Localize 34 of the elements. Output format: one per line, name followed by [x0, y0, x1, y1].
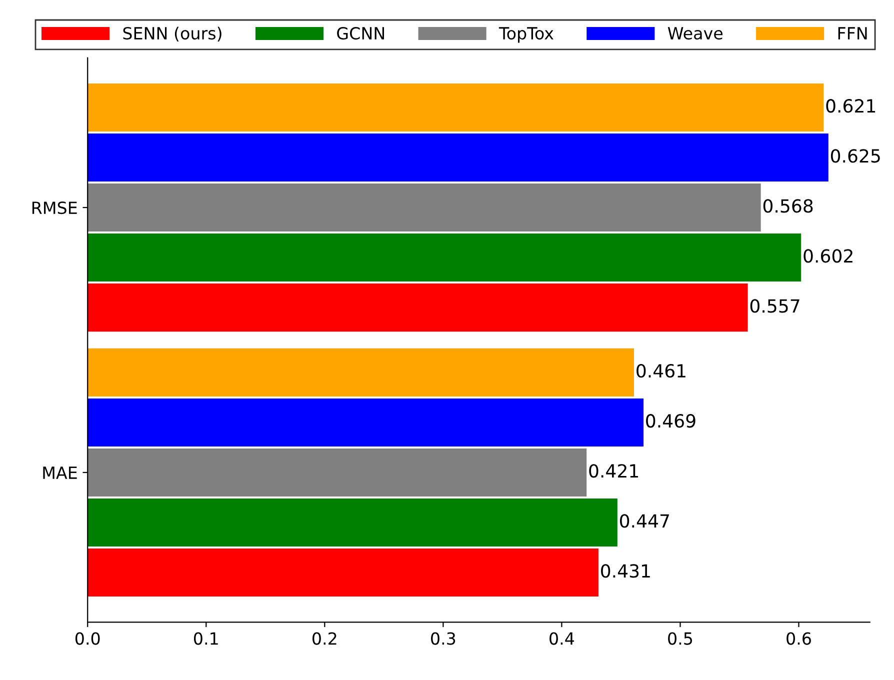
- data-label: 0.447: [620, 514, 669, 528]
- x-tick-label: 0.0: [75, 632, 100, 645]
- legend-label: Weave: [668, 27, 723, 40]
- data-label: 0.431: [601, 564, 650, 578]
- data-label: 0.625: [830, 149, 880, 163]
- bar: [88, 548, 598, 597]
- bar: [88, 498, 618, 547]
- bar: [88, 348, 634, 396]
- x-tick-label: 0.3: [431, 632, 456, 645]
- data-label: 0.621: [826, 99, 876, 113]
- bar: [88, 234, 802, 282]
- bar: [88, 398, 644, 446]
- data-label: 0.602: [804, 249, 852, 263]
- bar: [88, 448, 587, 496]
- bar: [88, 184, 761, 232]
- legend-label: SENN (ours): [123, 26, 222, 42]
- data-label: 0.461: [636, 364, 686, 378]
- x-tick-label: 0.1: [194, 632, 218, 645]
- legend-label: TopTox: [498, 27, 554, 43]
- legend-label: FFN: [838, 27, 867, 40]
- x-tick-label: 0.5: [668, 632, 692, 645]
- x-tick-label: 0.4: [550, 632, 574, 645]
- bar: [88, 284, 748, 332]
- bar: [88, 83, 824, 132]
- data-label: 0.557: [750, 299, 800, 313]
- bar: [88, 133, 828, 182]
- data-label: 0.421: [589, 464, 638, 478]
- data-label: 0.568: [763, 199, 813, 213]
- x-tick-label: 0.2: [312, 632, 336, 645]
- x-tick-label: 0.6: [786, 632, 811, 645]
- y-tick-label: MAE: [43, 466, 77, 479]
- legend-label: GCNN: [337, 26, 384, 40]
- y-tick-label: RMSE: [32, 201, 77, 214]
- data-label: 0.469: [646, 414, 696, 428]
